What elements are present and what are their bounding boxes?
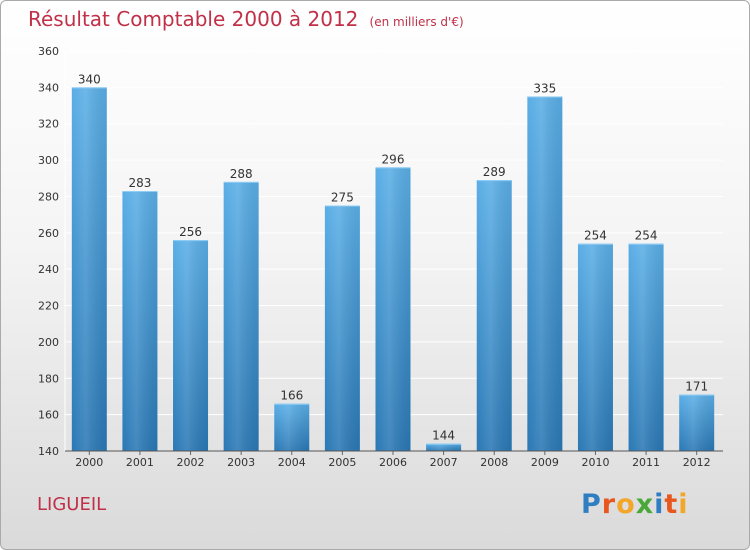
x-tick-label: 2005	[328, 456, 356, 469]
bar-shine	[628, 243, 664, 451]
brand-letter: P	[581, 489, 602, 520]
bar-shine	[71, 87, 107, 451]
data-label: 275	[331, 191, 354, 205]
chart-unit: (en milliers d'€)	[369, 15, 464, 29]
y-tick-label: 360	[38, 45, 59, 58]
x-tick-label: 2011	[632, 456, 660, 469]
data-label: 171	[685, 380, 708, 394]
y-tick-label: 280	[38, 190, 59, 203]
data-label: 166	[280, 389, 303, 403]
bar-shine	[375, 167, 411, 451]
x-tick-label: 2006	[379, 456, 407, 469]
y-tick-label: 260	[38, 227, 59, 240]
bars	[71, 87, 715, 452]
data-labels: 340 283 256 288 166 275 296 144 289 335 254 254 171	[78, 72, 708, 442]
place-name: LIGUEIL	[37, 494, 107, 515]
brand-letter: i	[654, 489, 665, 520]
y-tick-label: 220	[38, 300, 59, 313]
data-label: 256	[179, 225, 202, 239]
x-tick-label: 2007	[430, 456, 458, 469]
y-axis: 140 160 180 200 220 240 260 280 300 320 340 360	[38, 45, 59, 458]
bar-shine	[324, 205, 360, 451]
bar-shine	[223, 181, 259, 451]
x-tick-label: 2012	[683, 456, 711, 469]
chart-title: Résultat Comptable 2000 à 2012	[28, 7, 359, 31]
brand-letter: t	[664, 489, 679, 520]
bar-shine	[274, 403, 310, 451]
brand-letter: i	[678, 489, 689, 520]
y-tick-label: 340	[38, 81, 59, 94]
data-label: 288	[230, 167, 253, 181]
x-tick-label: 2009	[531, 456, 559, 469]
x-tick-label: 2003	[227, 456, 255, 469]
x-tick-label: 2008	[480, 456, 508, 469]
data-label: 335	[533, 81, 556, 95]
brand-letter: r	[601, 489, 617, 520]
y-tick-label: 140	[38, 445, 59, 458]
bar-shine	[679, 394, 715, 451]
data-label: 254	[635, 229, 658, 243]
brand-logo: Proxiti	[581, 489, 689, 520]
data-label: 296	[382, 152, 405, 166]
x-axis: 2000 2001 2002 2003 2004 2005 2006 2007 2008 2009…	[65, 450, 723, 469]
y-tick-label: 240	[38, 263, 59, 276]
y-tick-label: 320	[38, 118, 59, 131]
brand-letter: x	[635, 489, 655, 520]
data-label: 283	[128, 176, 151, 190]
x-tick-label: 2001	[126, 456, 154, 469]
data-label: 254	[584, 229, 607, 243]
chart-title-block: Résultat Comptable 2000 à 2012 (en milli…	[28, 7, 464, 31]
bar-shine	[173, 240, 209, 451]
data-label: 340	[78, 72, 101, 86]
x-tick-label: 2000	[75, 456, 103, 469]
y-tick-label: 300	[38, 154, 59, 167]
y-tick-label: 200	[38, 336, 59, 349]
bar-shine	[122, 191, 158, 451]
bar-shine	[577, 243, 613, 451]
y-tick-label: 180	[38, 372, 59, 385]
brand-letter: o	[616, 489, 636, 520]
bar-shine	[426, 443, 462, 451]
data-label: 289	[483, 165, 506, 179]
data-label: 144	[432, 429, 455, 443]
x-tick-label: 2002	[177, 456, 205, 469]
x-tick-label: 2010	[581, 456, 609, 469]
bar-shine	[476, 180, 512, 451]
y-tick-label: 160	[38, 409, 59, 422]
bar-shine	[527, 96, 563, 452]
x-tick-label: 2004	[278, 456, 306, 469]
